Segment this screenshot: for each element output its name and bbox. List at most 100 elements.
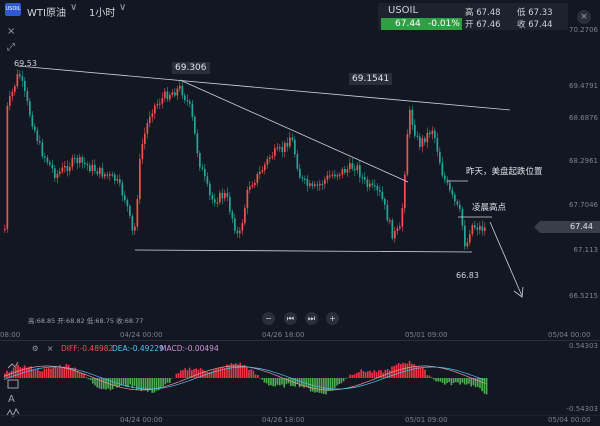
candle-body: [86, 164, 89, 166]
scroll-start-button[interactable]: ⏮: [284, 312, 297, 325]
scroll-end-button[interactable]: ⏭: [305, 312, 318, 325]
macd-chart[interactable]: [0, 341, 600, 415]
macd-bar: [48, 368, 50, 378]
macd-bar: [417, 366, 420, 378]
macd-bar: [23, 365, 26, 378]
zoom-out-button[interactable]: −: [262, 312, 275, 325]
candle-body: [214, 199, 216, 203]
macd-dea: DEA:-0.49229: [112, 344, 164, 353]
candle-body: [466, 242, 469, 247]
macd-bar: [219, 367, 222, 378]
candle-body: [351, 163, 354, 169]
macd-bar: [336, 378, 338, 386]
macd-bar: [270, 378, 272, 386]
macd-bar: [353, 374, 356, 378]
expand-icon[interactable]: ⤢: [7, 42, 15, 53]
chevron-down-icon[interactable]: ∨: [70, 2, 78, 13]
macd-bar: [334, 378, 336, 388]
candle-body: [246, 189, 249, 209]
macd-bar: [389, 370, 391, 378]
candle-body: [121, 183, 124, 196]
price-tick: 68.2961: [569, 157, 598, 165]
candle-body: [229, 196, 231, 212]
candle-body: [146, 123, 149, 134]
macd-close-icon[interactable]: ×: [47, 344, 54, 353]
candle-body: [451, 189, 454, 195]
price-tick: 70.2706: [569, 26, 598, 34]
candle-body: [389, 220, 391, 222]
zoom-in-button[interactable]: +: [326, 312, 339, 325]
candle-body: [131, 215, 134, 231]
candle-body: [471, 225, 474, 235]
macd-bar: [239, 362, 241, 378]
candle-body: [156, 104, 159, 106]
candle-body: [374, 185, 376, 187]
macd-bar: [59, 365, 61, 378]
candle-body: [306, 178, 309, 186]
macd-bar: [437, 378, 439, 382]
chevron-down-icon[interactable]: ∨: [119, 2, 127, 13]
candle-body: [484, 227, 486, 231]
macd-bar: [85, 376, 87, 378]
macd-bar: [428, 375, 431, 378]
candle-body: [14, 86, 16, 92]
macd-bar: [248, 369, 250, 378]
candle-body: [216, 202, 219, 204]
candle-body: [46, 157, 49, 163]
candle-body: [444, 175, 446, 180]
macd-bar: [158, 378, 160, 391]
macd-bar: [171, 378, 173, 379]
quote-price: 67.44: [395, 19, 421, 29]
macd-bar: [6, 370, 8, 378]
candle-body: [271, 155, 274, 158]
macd-settings-icon[interactable]: ⚙: [32, 344, 39, 353]
candle-body: [66, 165, 69, 172]
symbol-logo: USOIL: [5, 3, 21, 16]
price-tick: 67.7046: [569, 201, 598, 209]
candle-body: [334, 174, 336, 177]
macd-bar: [316, 378, 318, 393]
macd-bar: [37, 368, 39, 378]
interval-selector[interactable]: 1小时: [89, 8, 116, 19]
macd-bar: [375, 372, 378, 378]
macd-bar: [89, 378, 92, 381]
candle-body: [244, 208, 246, 224]
macd-bar: [323, 378, 325, 394]
close-quote-button[interactable]: ×: [577, 10, 591, 24]
candle-body: [219, 192, 221, 203]
candle-body: [384, 198, 386, 205]
macd-bar: [356, 372, 358, 378]
candle-body: [31, 115, 34, 127]
close-icon[interactable]: ×: [7, 26, 16, 37]
candlestick-chart[interactable]: [0, 20, 600, 340]
macd-bar: [422, 368, 424, 378]
candle-body: [474, 225, 476, 228]
time-tick: 08:00: [0, 331, 21, 339]
candle-body: [39, 141, 41, 143]
indicator-tools[interactable]: A: [6, 360, 20, 420]
candle-body: [96, 171, 99, 175]
candle-body: [329, 175, 331, 177]
macd-bar: [26, 367, 28, 378]
macd-bar: [191, 370, 193, 378]
macd-bar: [213, 369, 215, 378]
macd-bar: [466, 378, 468, 385]
pane-separator[interactable]: [0, 340, 600, 341]
candle-body: [269, 157, 271, 159]
candle-body: [346, 169, 349, 173]
candle-body: [404, 174, 406, 209]
macd-bar: [481, 378, 483, 392]
candle-body: [104, 174, 106, 177]
macd-bar: [147, 378, 149, 392]
macd-bar: [281, 378, 283, 385]
candle-body: [21, 76, 24, 81]
macd-bar: [125, 378, 127, 387]
candle-body: [431, 130, 434, 135]
candle-body: [261, 170, 264, 172]
quote-price-badge: 67.44 -0.01%: [381, 18, 462, 30]
candle-body: [126, 200, 129, 207]
symbol-name[interactable]: WTI原油: [27, 8, 66, 19]
candle-body: [319, 183, 321, 186]
macd-bar: [450, 378, 453, 386]
macd-bar: [131, 378, 134, 389]
